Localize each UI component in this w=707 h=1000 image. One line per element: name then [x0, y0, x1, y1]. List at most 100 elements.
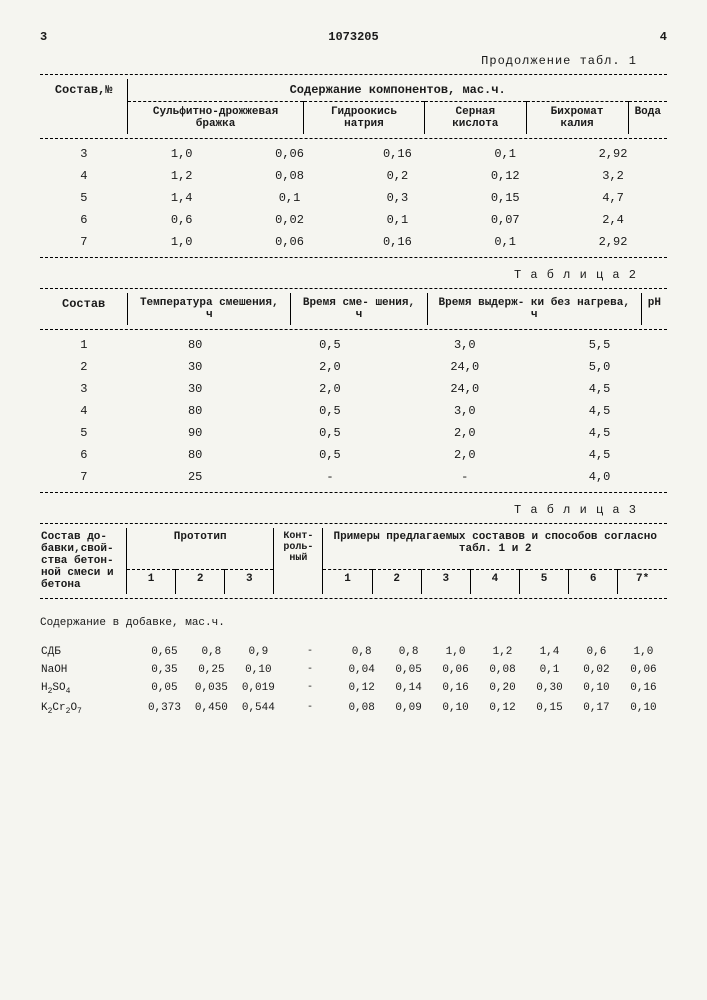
- table-cell: 0,3: [343, 187, 451, 209]
- table-cell: 2: [40, 356, 128, 378]
- table-cell: 0,20: [479, 679, 526, 699]
- table-cell: -: [263, 466, 398, 488]
- table-cell: 0,09: [385, 699, 432, 719]
- row-label: K2Cr2O7: [40, 699, 141, 719]
- table-cell: 4,5: [532, 378, 667, 400]
- table-cell: 2,0: [397, 444, 532, 466]
- table-cell: 0,373: [141, 699, 188, 719]
- table-cell: 1,2: [479, 643, 526, 661]
- table-row: 31,00,060,160,12,92: [40, 143, 667, 165]
- table-cell: 0,8: [338, 643, 385, 661]
- table-cell: 0,544: [235, 699, 282, 719]
- table-cell: 1: [40, 334, 128, 356]
- t3-ex-4: 4: [470, 569, 519, 594]
- t3-ex-5: 5: [519, 569, 568, 594]
- table-cell: 3: [40, 378, 128, 400]
- table2: Состав Температура смешения, ч Время сме…: [40, 293, 667, 325]
- t3-header-left: Состав до- бавки,свой- ства бетон- ной с…: [40, 528, 127, 594]
- t3-ex-6: 6: [569, 569, 618, 594]
- t1-col-c: Серная кислота: [425, 102, 526, 135]
- table-cell: 2,0: [397, 422, 532, 444]
- t1-col-d: Бихромат калия: [526, 102, 628, 135]
- table-cell: 0,65: [141, 643, 188, 661]
- divider: [40, 288, 667, 289]
- table-row: 3302,024,04,5: [40, 378, 667, 400]
- table-cell: 0,15: [526, 699, 573, 719]
- t3-proto-2: 2: [176, 569, 225, 594]
- table-row: СДБ0,650,80,9-0,80,81,01,21,40,61,0: [40, 643, 667, 661]
- table-cell: 0,6: [128, 209, 236, 231]
- table-cell: -: [282, 699, 338, 719]
- table-cell: 0,17: [573, 699, 620, 719]
- table-cell: -: [282, 661, 338, 679]
- table-cell: 0,8: [385, 643, 432, 661]
- table-cell: 4,5: [532, 422, 667, 444]
- divider: [40, 598, 667, 599]
- table-cell: 0,10: [573, 679, 620, 699]
- table-cell: 7: [40, 231, 128, 253]
- table-cell: 0,5: [263, 334, 398, 356]
- t3-proto-3: 3: [225, 569, 274, 594]
- table-cell: 0,16: [620, 679, 667, 699]
- table-cell: 2,0: [263, 356, 398, 378]
- table-cell: 0,10: [235, 661, 282, 679]
- t1-col-e: Вода: [628, 102, 667, 135]
- t2-col4: pH: [641, 293, 667, 325]
- page-num-right: 4: [660, 30, 667, 44]
- t3-prototype-label: Прототип: [127, 528, 274, 569]
- table-cell: 0,450: [188, 699, 235, 719]
- table-row: 41,20,080,20,123,2: [40, 165, 667, 187]
- table-cell: 0,5: [263, 444, 398, 466]
- table-cell: 0,5: [263, 422, 398, 444]
- table-cell: 0,035: [188, 679, 235, 699]
- table1-super-header: Содержание компонентов, мас.ч.: [128, 79, 667, 102]
- table-cell: 0,05: [385, 661, 432, 679]
- table-cell: 5: [40, 187, 128, 209]
- table-row: 4800,53,04,5: [40, 400, 667, 422]
- table-row: H2SO40,050,0350,019-0,120,140,160,200,30…: [40, 679, 667, 699]
- table-cell: 0,02: [236, 209, 344, 231]
- table2-caption: Т а б л и ц а 2: [40, 268, 637, 282]
- table1-body: 31,00,060,160,12,9241,20,080,20,123,251,…: [40, 143, 667, 253]
- t3-ex-2: 2: [372, 569, 421, 594]
- table-cell: 1,4: [128, 187, 236, 209]
- divider: [40, 257, 667, 258]
- table-cell: 0,06: [432, 661, 479, 679]
- table-cell: 0,1: [451, 231, 559, 253]
- table-cell: 7: [40, 466, 128, 488]
- table1-header-row2: Сульфитно-дрожжевая бражка Гидроокись на…: [40, 102, 667, 135]
- divider: [40, 329, 667, 330]
- t3-hdr-row2: 1 2 3 1 2 3 4 5 6 7*: [40, 569, 667, 594]
- table-cell: 24,0: [397, 356, 532, 378]
- table-cell: 0,05: [141, 679, 188, 699]
- table-cell: 0,04: [338, 661, 385, 679]
- row-label: NaOH: [40, 661, 141, 679]
- t1-col-a: Сульфитно-дрожжевая бражка: [128, 102, 304, 135]
- table-cell: 0,16: [432, 679, 479, 699]
- t3-examples-label: Примеры предлагаемых составов и способов…: [323, 528, 667, 569]
- table-cell: 0,12: [451, 165, 559, 187]
- table-cell: 0,8: [188, 643, 235, 661]
- t3-proto-1: 1: [127, 569, 176, 594]
- table-cell: 4: [40, 165, 128, 187]
- table-cell: 3,0: [397, 334, 532, 356]
- table3-caption: Т а б л и ц а 3: [40, 503, 637, 517]
- table-cell: 0,08: [236, 165, 344, 187]
- table-cell: 6: [40, 209, 128, 231]
- table-row: NaOH0,350,250,10-0,040,050,060,080,10,02…: [40, 661, 667, 679]
- table-cell: 4,5: [532, 444, 667, 466]
- divider: [40, 138, 667, 139]
- row-label: H2SO4: [40, 679, 141, 699]
- t2-col3: Время выдерж- ки без нагрева, ч: [427, 293, 641, 325]
- table-cell: 4,7: [559, 187, 667, 209]
- t3-section-label: Содержание в добавке, мас.ч.: [40, 617, 667, 629]
- table-cell: 80: [128, 400, 263, 422]
- table-cell: 80: [128, 334, 263, 356]
- table-cell: 0,9: [235, 643, 282, 661]
- t3-ex-3: 3: [421, 569, 470, 594]
- table-cell: -: [282, 643, 338, 661]
- table-cell: 0,1: [343, 209, 451, 231]
- table-cell: 30: [128, 378, 263, 400]
- page-header: 3 1073205 4: [40, 30, 667, 44]
- table-cell: 0,12: [338, 679, 385, 699]
